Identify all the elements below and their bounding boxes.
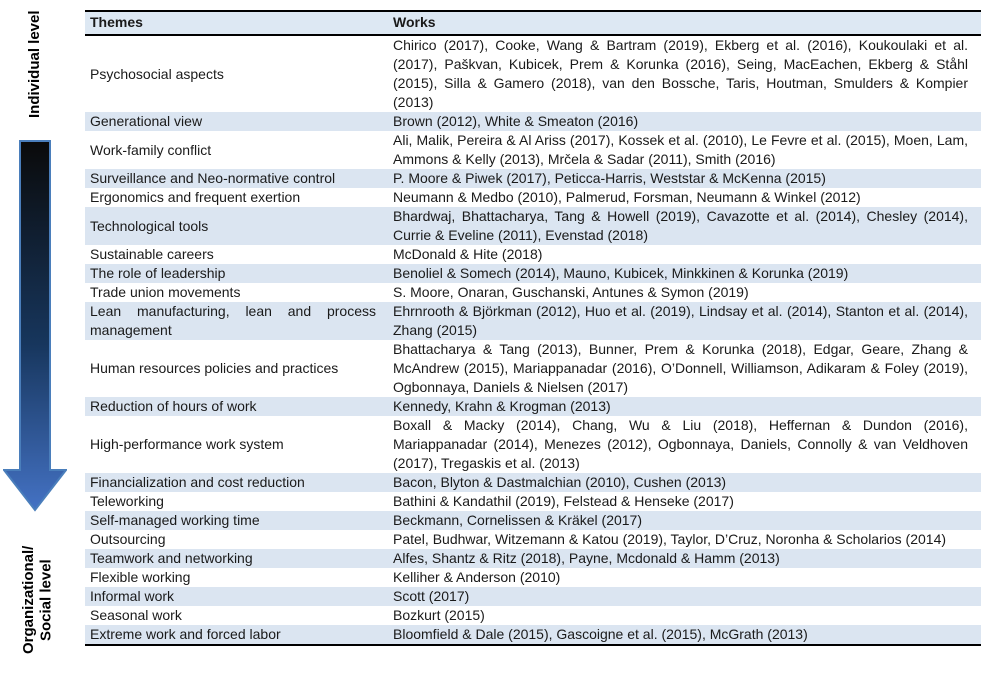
table-row: Technological tools Bhardwaj, Bhattachar…: [85, 207, 981, 245]
table-row: Work-family conflict Ali, Malik, Pereira…: [85, 131, 981, 169]
works-cell: Neumann & Medbo (2010), Palmerud, Forsma…: [393, 189, 861, 205]
works-cell: Kennedy, Krahn & Krogman (2013): [388, 397, 981, 416]
theme-cell: Outsourcing: [90, 531, 166, 547]
table-row: High-performance work system Boxall & Ma…: [85, 416, 981, 473]
table-row: Psychosocial aspects Chirico (2017), Coo…: [85, 35, 981, 112]
table-row: Surveillance and Neo-normative control P…: [85, 169, 981, 188]
theme-cell: Teamwork and networking: [85, 549, 388, 568]
theme-cell: Surveillance and Neo-normative control: [85, 169, 388, 188]
works-cell: Patel, Budhwar, Witzemann & Katou (2019)…: [393, 531, 947, 547]
works-cell: Bacon, Blyton & Dastmalchian (2010), Cus…: [388, 473, 981, 492]
individual-level-label: Individual level: [26, 10, 43, 118]
table-row: Financialization and cost reduction Baco…: [85, 473, 981, 492]
theme-cell: Sustainable careers: [90, 246, 214, 262]
works-cell: S. Moore, Onaran, Guschanski, Antunes & …: [393, 284, 749, 300]
theme-cell: Self-managed working time: [85, 511, 388, 530]
social-level-label-line: Social level: [37, 559, 55, 641]
works-cell: Alfes, Shantz & Ritz (2018), Payne, Mcdo…: [388, 549, 981, 568]
theme-cell: The role of leadership: [85, 264, 388, 283]
themes-works-table: Themes Works Psychosocial aspects Chiric…: [85, 10, 981, 646]
organizational-social-level-label: Organizational/ Social level: [20, 532, 55, 668]
works-cell: P. Moore & Piwek (2017), Peticca-Harris,…: [388, 169, 981, 188]
theme-cell: Seasonal work: [90, 607, 182, 623]
works-cell: Boxall & Macky (2014), Chang, Wu & Liu (…: [393, 417, 968, 471]
table-row: Extreme work and forced labor Bloomfield…: [85, 625, 981, 645]
theme-cell: Trade union movements: [90, 284, 241, 300]
works-cell: Beckmann, Cornelissen & Kräkel (2017): [388, 511, 981, 530]
works-cell: Kelliher & Anderson (2010): [393, 569, 561, 585]
table-row: Lean manufacturing, lean and process man…: [85, 302, 981, 340]
works-cell: Bhardwaj, Bhattacharya, Tang & Howell (2…: [388, 207, 981, 245]
works-cell: Ali, Malik, Pereira & Al Ariss (2017), K…: [393, 132, 968, 167]
works-cell: Bhattacharya & Tang (2013), Bunner, Prem…: [393, 341, 968, 395]
works-cell: Scott (2017): [388, 587, 981, 606]
works-cell: Bathini & Kandathil (2019), Felstead & H…: [393, 493, 734, 509]
level-gradient-down-arrow-icon: [1, 140, 69, 512]
table-row: Teamwork and networking Alfes, Shantz & …: [85, 549, 981, 568]
theme-cell: Ergonomics and frequent exertion: [90, 189, 301, 205]
table-row: Self-managed working time Beckmann, Corn…: [85, 511, 981, 530]
theme-cell: Teleworking: [90, 493, 164, 509]
theme-cell: Extreme work and forced labor: [85, 625, 388, 645]
theme-cell: Technological tools: [85, 207, 388, 245]
table-body: Psychosocial aspects Chirico (2017), Coo…: [85, 35, 981, 645]
works-cell: Bloomfield & Dale (2015), Gascoigne et a…: [388, 625, 981, 645]
table-row: Trade union movements S. Moore, Onaran, …: [85, 283, 981, 302]
table-row: Human resources policies and practices B…: [85, 340, 981, 397]
theme-cell: Reduction of hours of work: [85, 397, 388, 416]
theme-cell: Informal work: [85, 587, 388, 606]
organizational-label-line: Organizational/: [20, 545, 37, 655]
works-cell: Benoliel & Somech (2014), Mauno, Kubicek…: [388, 264, 981, 283]
table-row: Seasonal work Bozkurt (2015): [85, 606, 981, 625]
table-row: Reduction of hours of work Kennedy, Krah…: [85, 397, 981, 416]
table-row: Flexible working Kelliher & Anderson (20…: [85, 568, 981, 587]
works-cell: Chirico (2017), Cooke, Wang & Bartram (2…: [393, 37, 968, 110]
theme-cell: Work-family conflict: [90, 141, 212, 158]
themes-column-header: Themes: [85, 11, 388, 35]
theme-cell: Generational view: [85, 112, 388, 131]
table-row: Sustainable careers McDonald & Hite (201…: [85, 245, 981, 264]
table-row: Teleworking Bathini & Kandathil (2019), …: [85, 492, 981, 511]
theme-cell: High-performance work system: [90, 436, 284, 452]
table-header-row: Themes Works: [85, 11, 981, 35]
works-column-header: Works: [388, 11, 981, 35]
table-row: Outsourcing Patel, Budhwar, Witzemann & …: [85, 530, 981, 549]
theme-cell: Psychosocial aspects: [90, 65, 224, 82]
theme-cell: Financialization and cost reduction: [85, 473, 388, 492]
works-cell: McDonald & Hite (2018): [393, 246, 543, 262]
theme-cell: Lean manufacturing, lean and process man…: [85, 302, 388, 340]
table-row: The role of leadership Benoliel & Somech…: [85, 264, 981, 283]
works-cell: Ehrnrooth & Björkman (2012), Huo et al. …: [388, 302, 981, 340]
works-cell: Bozkurt (2015): [393, 607, 485, 623]
table-row: Generational view Brown (2012), White & …: [85, 112, 981, 131]
table-row: Ergonomics and frequent exertion Neumann…: [85, 188, 981, 207]
theme-cell: Human resources policies and practices: [90, 360, 339, 376]
table-row: Informal work Scott (2017): [85, 587, 981, 606]
theme-cell: Flexible working: [90, 569, 191, 585]
works-cell: Brown (2012), White & Smeaton (2016): [388, 112, 981, 131]
